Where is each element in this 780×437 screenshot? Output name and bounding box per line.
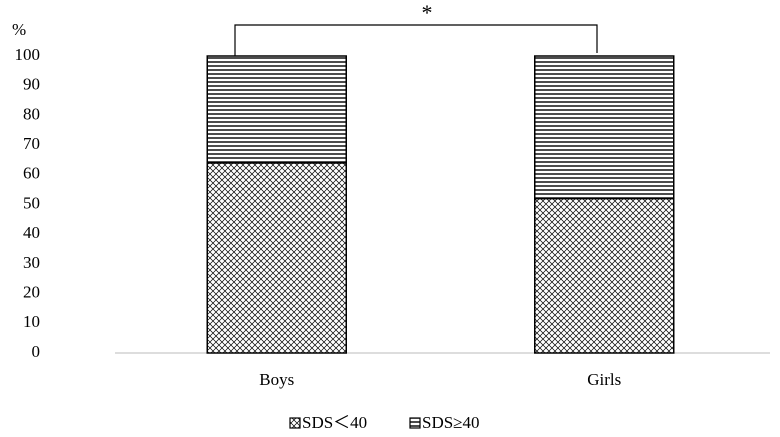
x-tick-label: Girls [587,370,621,389]
significance-bracket [234,24,598,63]
y-tick-label: 70 [23,134,40,153]
legend-swatch [409,417,421,429]
legend-label: SDS＜40 [302,413,367,432]
bar-segment [534,197,675,354]
y-tick-label: 90 [23,75,40,94]
legend-swatch [289,417,301,429]
legend-label: SDS≥40 [422,413,480,432]
y-tick-label: 0 [32,342,41,361]
bar-segment [206,55,347,164]
y-tick-label: 60 [23,164,40,183]
y-tick-label: 50 [23,193,40,212]
x-tick-label: Boys [259,370,294,389]
y-tick-label: 10 [23,312,40,331]
bar-segment [206,162,347,354]
y-axis-label: % [12,20,26,39]
y-tick-label: 40 [23,223,40,242]
bar-segment [534,55,675,200]
y-tick-label: 30 [23,253,40,272]
significance-annotation: * [422,0,433,25]
y-tick-label: 20 [23,283,40,302]
y-tick-label: 80 [23,104,40,123]
y-tick-label: 100 [15,45,41,64]
